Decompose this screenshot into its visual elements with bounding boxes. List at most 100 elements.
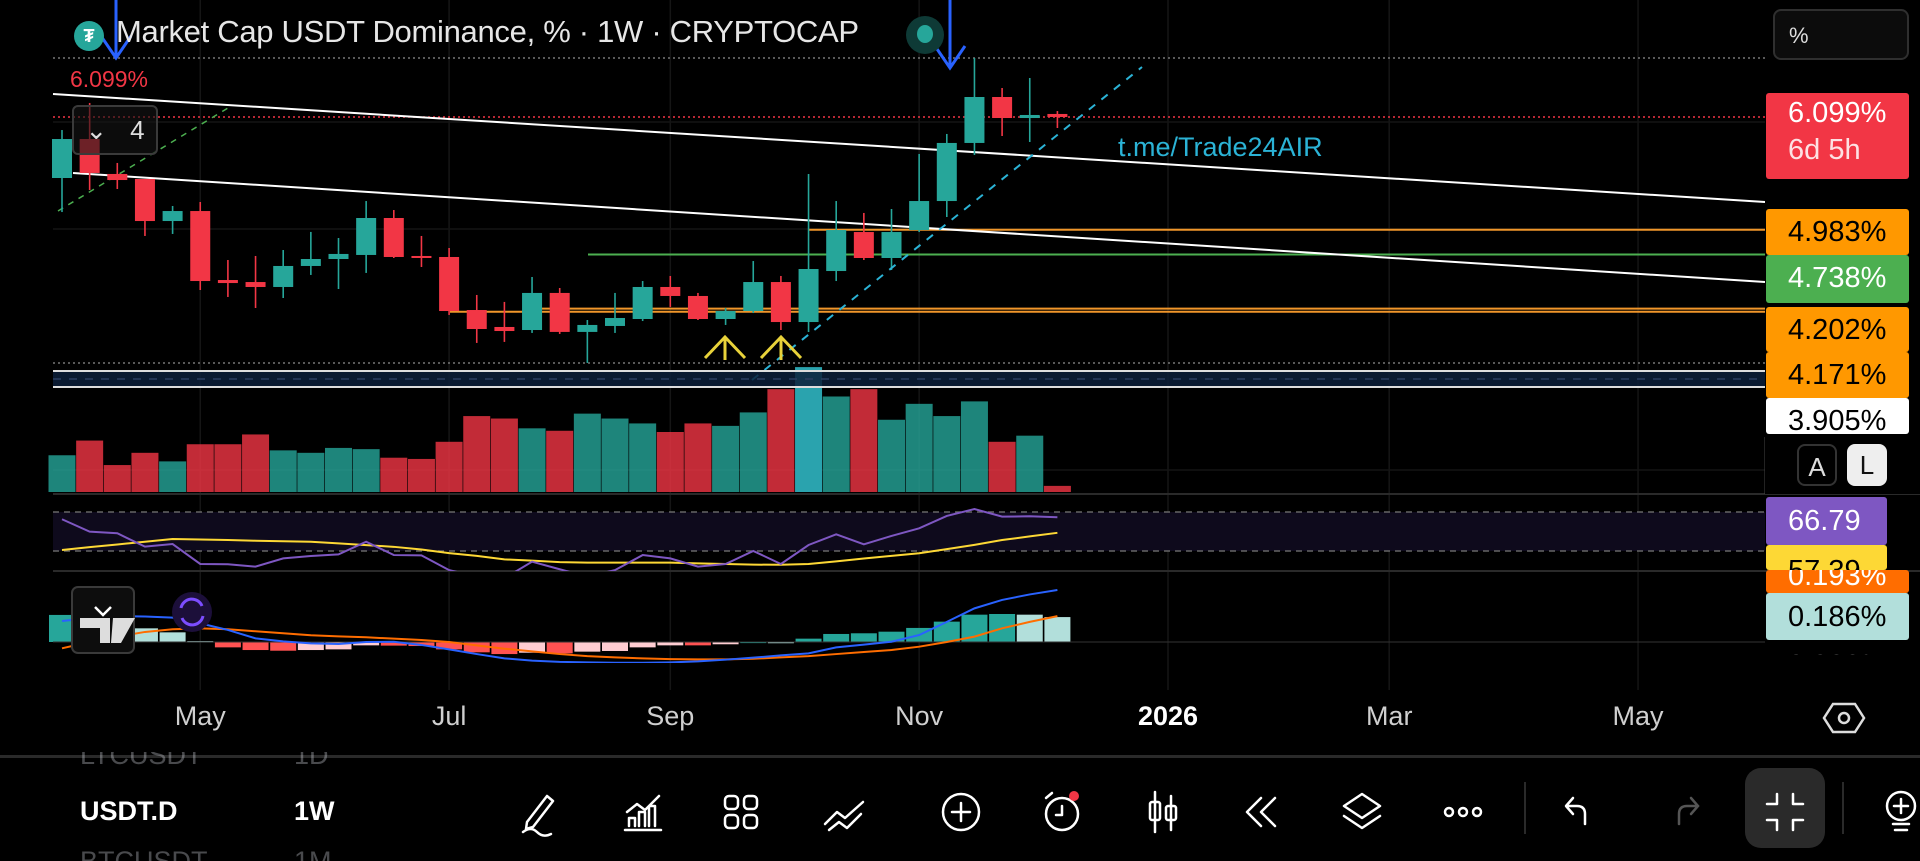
- rsi-value-label: 66.79: [1766, 497, 1887, 545]
- more-icon[interactable]: [1437, 786, 1489, 838]
- volume-bar: [48, 455, 76, 492]
- indicator-count: 4: [130, 114, 145, 145]
- toolbar-separator: [1842, 782, 1844, 834]
- macd-histogram-bar: [214, 642, 241, 648]
- macd-histogram-bar: [436, 642, 463, 650]
- volume-bar: [131, 452, 159, 492]
- market-status-icon[interactable]: [906, 16, 944, 54]
- candle-down: [383, 218, 404, 257]
- candle-up: [273, 265, 294, 287]
- macd-histogram-bar: [325, 642, 352, 650]
- macd-value-label: 0.000%: [1766, 640, 1909, 655]
- templates-icon[interactable]: [715, 786, 767, 838]
- indicators-collapse-button[interactable]: ⌄ 4: [72, 105, 158, 155]
- watermark-text: t.me/Trade24AIR: [1118, 132, 1323, 162]
- bar-countdown: 6d 5h: [1788, 134, 1861, 166]
- volume-bar: [214, 444, 242, 492]
- price-label-value: 4.171%: [1788, 359, 1887, 391]
- auto-scale-button[interactable]: A: [1797, 444, 1837, 486]
- volume-bar: [712, 425, 740, 492]
- undo-icon[interactable]: [1555, 786, 1607, 838]
- symbol-item-usdt-d[interactable]: USDT.D 1W: [80, 796, 335, 826]
- grid-lines: [53, 0, 1920, 690]
- volume-bar: [380, 457, 408, 492]
- volume-bar: [850, 389, 878, 492]
- volume-bar: [463, 416, 491, 492]
- volume-bar: [739, 412, 767, 492]
- volume-pane: [48, 367, 1071, 492]
- pencil-icon[interactable]: [513, 786, 565, 838]
- toolbar-separator: [1524, 782, 1526, 834]
- volume-bar: [159, 461, 187, 492]
- price-label: 6.099% 6d 5h: [1766, 93, 1909, 179]
- down-arrow-head: [99, 35, 133, 61]
- candle-down: [411, 255, 432, 258]
- macd-histogram-bar: [519, 642, 546, 653]
- replay-icon[interactable]: [1235, 786, 1287, 838]
- macd-histogram-bar: [823, 633, 850, 642]
- price-label-value: 6.099%: [1788, 97, 1887, 129]
- layers-icon[interactable]: [1336, 786, 1388, 838]
- candle-up: [52, 139, 72, 179]
- volume-bar: [546, 430, 574, 492]
- fullscreen-exit-icon[interactable]: [1759, 786, 1811, 838]
- fullscreen-exit-button[interactable]: [1745, 768, 1825, 848]
- macd-histogram-bar: [850, 633, 877, 642]
- volume-bar: [878, 419, 905, 492]
- price-label-value: 4.202%: [1788, 314, 1887, 346]
- candle-down: [439, 256, 460, 312]
- unit-selector[interactable]: %: [1773, 9, 1909, 60]
- symbol-item-ltcusdt[interactable]: LTCUSDT 1D: [80, 752, 329, 770]
- volume-bar: [490, 418, 518, 492]
- macd-histogram-bar: [297, 642, 324, 651]
- candle-up: [162, 211, 183, 222]
- candle-down: [853, 232, 874, 258]
- indicators-icon[interactable]: [617, 786, 669, 838]
- log-scale-button[interactable]: L: [1847, 444, 1887, 486]
- refresh-icon: [179, 597, 205, 627]
- candle-down: [770, 282, 791, 323]
- volume-bar: [933, 416, 961, 492]
- redo-icon[interactable]: [1657, 786, 1709, 838]
- dashed-support-trendline: [751, 66, 1143, 381]
- macd-histogram-bar: [574, 642, 601, 652]
- price-label-value: 3.905%: [1788, 405, 1887, 434]
- candle-up: [743, 282, 764, 312]
- macd-histogram-bar: [629, 642, 656, 648]
- candle-up: [605, 317, 625, 326]
- last-price-legend: 6.099%: [70, 66, 149, 92]
- candle-down: [992, 97, 1013, 119]
- volume-bar: [629, 423, 657, 492]
- price-label: 4.738%: [1766, 255, 1909, 303]
- candle-down: [549, 292, 570, 332]
- symbol-item-btcusdt[interactable]: BTCUSDT 1M: [80, 846, 332, 861]
- candle-down: [1047, 113, 1068, 117]
- volume-bar: [573, 413, 601, 492]
- candle-style-icon[interactable]: [1137, 786, 1189, 838]
- alert-icon[interactable]: [1036, 786, 1088, 838]
- chevron-down-icon: ⌄: [85, 114, 108, 145]
- candle-down: [217, 280, 238, 284]
- macd-value-label: 0.186%: [1766, 593, 1909, 640]
- price-label-value: 4.983%: [1788, 216, 1887, 248]
- macd-histogram-bar: [380, 642, 407, 646]
- candle-up: [577, 324, 598, 332]
- candle-up: [798, 269, 819, 323]
- tether-logo-icon: ₮: [74, 21, 104, 51]
- volume-bar: [988, 441, 1016, 492]
- chart-title[interactable]: Market Cap USDT Dominance, % · 1W · CRYP…: [116, 14, 859, 49]
- candle-up: [826, 230, 847, 272]
- candle-up: [909, 201, 930, 231]
- volume-bar: [656, 431, 684, 492]
- settings-hexagon-icon[interactable]: [1822, 700, 1866, 736]
- annotations: [53, 0, 1765, 654]
- x-axis-label: Sep: [646, 701, 695, 731]
- add-icon[interactable]: [935, 786, 987, 838]
- candle-down: [107, 173, 128, 181]
- drawing-tools-icon[interactable]: [819, 786, 871, 838]
- idea-icon[interactable]: [1871, 786, 1920, 838]
- refresh-button: [172, 592, 212, 632]
- candle-up: [1019, 114, 1040, 119]
- rsi-pane: [53, 507, 1765, 571]
